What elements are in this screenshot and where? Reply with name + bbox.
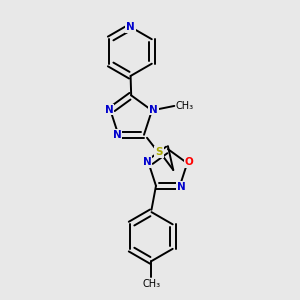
Text: N: N <box>126 22 135 32</box>
Text: N: N <box>105 104 113 115</box>
Text: CH₃: CH₃ <box>176 101 194 111</box>
Text: O: O <box>185 157 194 167</box>
Text: N: N <box>177 182 186 192</box>
Text: N: N <box>149 104 158 115</box>
Text: N: N <box>143 157 152 167</box>
Text: S: S <box>155 147 163 157</box>
Text: CH₃: CH₃ <box>142 279 160 289</box>
Text: N: N <box>112 130 121 140</box>
